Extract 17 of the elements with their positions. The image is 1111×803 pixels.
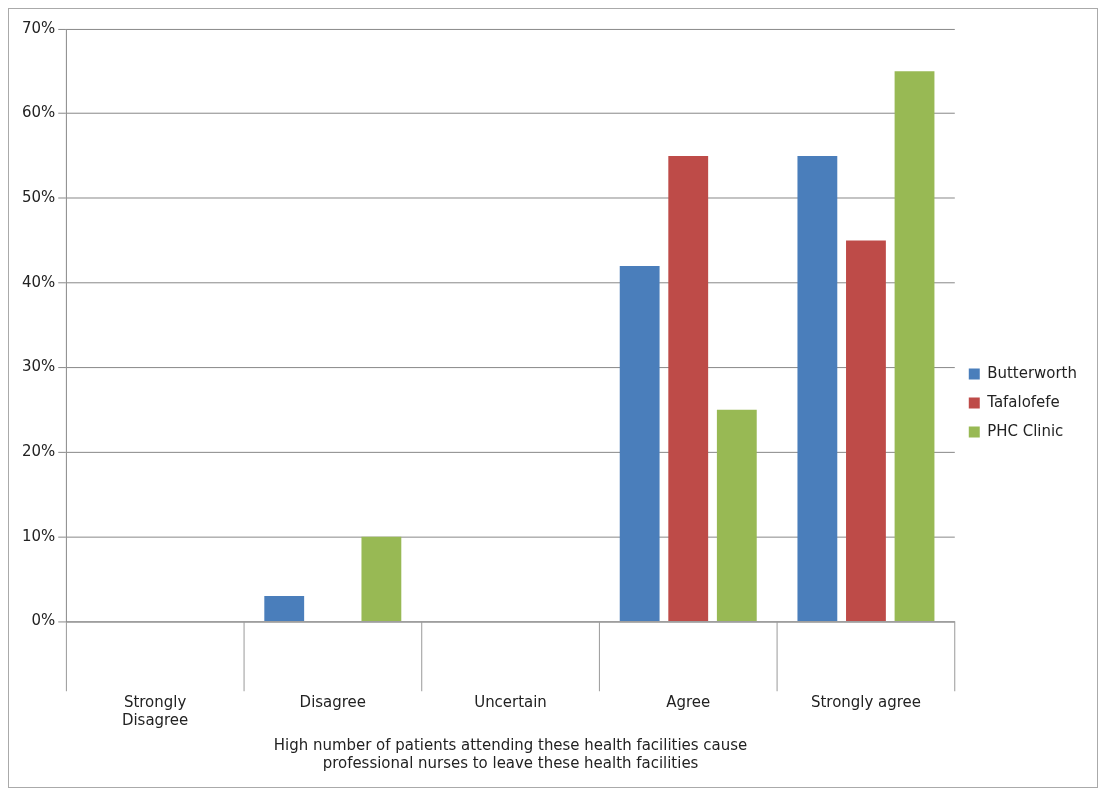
x-tick-label: Strongly agree [810, 693, 921, 712]
y-tick-label: 70% [21, 18, 56, 37]
x-tick-label: Strongly Disagree [121, 693, 189, 730]
legend-label: Tafalofefe [986, 392, 1060, 411]
x-axis-title: High number of patients attending these health facilities cause professional nurses to leave these health facilities [273, 735, 748, 772]
y-tick-label: 0% [31, 611, 56, 630]
x-tick-label: Agree [666, 693, 711, 712]
legend-label: PHC Clinic [987, 421, 1064, 440]
y-tick-label: 10% [21, 526, 56, 545]
y-tick-label: 30% [21, 357, 56, 376]
x-tick-label: Uncertain [474, 693, 547, 712]
y-tick-label: 50% [21, 188, 56, 207]
y-tick-label: 20% [21, 442, 56, 461]
y-tick-label: 60% [21, 103, 56, 122]
x-tick-label: Disagree [299, 693, 366, 712]
y-tick-label: 40% [21, 272, 56, 291]
legend-label: Butterworth [987, 363, 1077, 382]
